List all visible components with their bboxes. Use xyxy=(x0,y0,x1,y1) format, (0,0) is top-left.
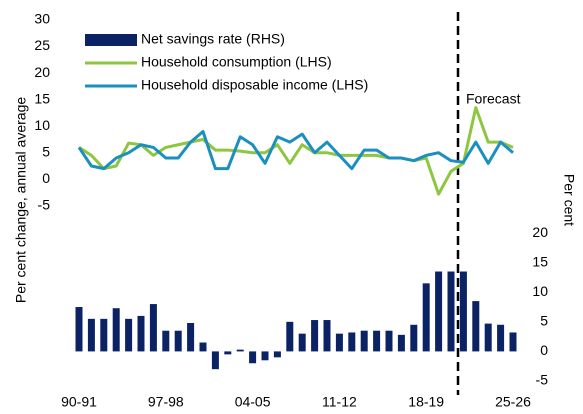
bar xyxy=(335,333,343,352)
bar xyxy=(100,318,108,352)
x-tick-label: 04-05 xyxy=(235,394,271,410)
legend-label: Household disposable income (LHS) xyxy=(141,77,368,93)
bar xyxy=(236,349,244,352)
bar xyxy=(187,323,195,352)
y-tick-label: 0 xyxy=(42,170,50,186)
bar xyxy=(125,318,133,352)
bar xyxy=(410,324,418,352)
bar xyxy=(397,334,405,352)
y-tick-label: 5 xyxy=(42,143,50,159)
y2-tick-label: 0 xyxy=(540,342,548,358)
bar xyxy=(199,342,207,352)
y2-tick-label: 15 xyxy=(532,253,548,269)
y-axis-label: Per cent change, annual average xyxy=(13,97,29,303)
x-tick-label: 97-98 xyxy=(148,394,184,410)
bar xyxy=(484,323,492,352)
bar xyxy=(323,320,331,352)
bar xyxy=(311,320,319,352)
y2-axis-label: Per cent xyxy=(561,174,577,226)
bar xyxy=(162,330,170,352)
annotation: Forecast xyxy=(466,91,521,107)
y-tick-label: -5 xyxy=(38,197,51,213)
bar xyxy=(459,271,467,352)
bar xyxy=(87,318,95,352)
bar xyxy=(286,321,294,352)
x-tick-label: 18-19 xyxy=(408,394,444,410)
bar xyxy=(360,330,368,352)
bar xyxy=(509,332,517,352)
y-tick-label: 10 xyxy=(34,117,50,133)
bar xyxy=(422,283,430,352)
bar xyxy=(373,330,381,352)
bar xyxy=(298,333,306,352)
y2-tick-label: -5 xyxy=(536,372,549,388)
x-tick-label: 90-91 xyxy=(61,394,97,410)
line xyxy=(78,106,514,196)
y-tick-label: 30 xyxy=(34,11,50,27)
bar xyxy=(149,304,157,352)
bar xyxy=(211,351,219,370)
legend-label: Household consumption (LHS) xyxy=(141,54,332,70)
bar xyxy=(224,351,232,355)
bar xyxy=(348,332,356,352)
bar xyxy=(435,271,443,352)
bar xyxy=(75,307,83,352)
bar xyxy=(249,351,257,364)
y2-tick-label: 5 xyxy=(540,313,548,329)
y-tick-label: 20 xyxy=(34,64,50,80)
line xyxy=(77,129,514,171)
bar xyxy=(137,315,145,352)
bar xyxy=(174,330,182,352)
x-tick-label: 11-12 xyxy=(322,394,357,410)
y2-tick-label: 10 xyxy=(532,283,548,299)
bar xyxy=(447,271,455,352)
y-tick-label: 25 xyxy=(34,37,50,53)
y-tick-label: 15 xyxy=(34,90,50,106)
bar xyxy=(112,308,120,352)
bar xyxy=(472,301,480,352)
bar xyxy=(273,351,281,358)
legend-swatch xyxy=(85,34,137,46)
y2-tick-label: 20 xyxy=(532,224,548,240)
bar xyxy=(497,324,505,352)
bar xyxy=(261,351,269,361)
bar xyxy=(385,330,393,352)
legend-label: Net savings rate (RHS) xyxy=(141,31,285,47)
x-tick-label: 25-26 xyxy=(495,394,531,410)
